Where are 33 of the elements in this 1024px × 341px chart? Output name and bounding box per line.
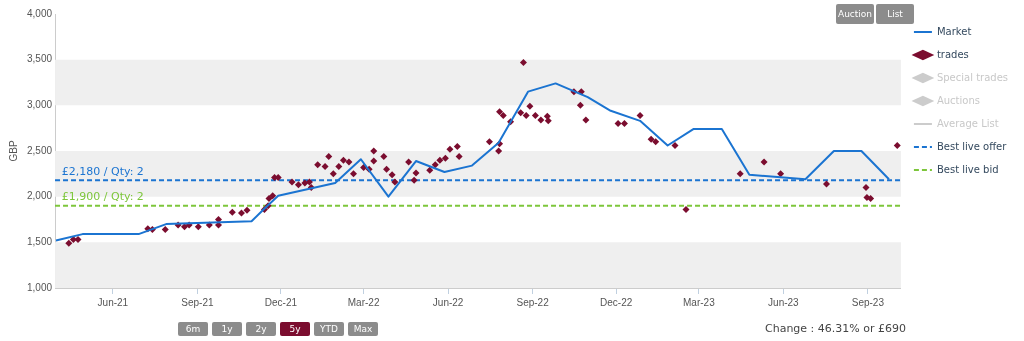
annotation: £1,900 / Qty: 2 bbox=[61, 190, 144, 204]
x-tick-label: Jun-23 bbox=[768, 296, 800, 308]
x-tick-label: Dec-21 bbox=[264, 296, 298, 308]
x-tick-label: Jun-21 bbox=[97, 296, 129, 308]
y-tick-label: 2,500 bbox=[26, 144, 53, 156]
text: Max bbox=[348, 322, 378, 336]
text: 2y bbox=[246, 322, 276, 336]
text: 5y bbox=[280, 322, 310, 336]
y-tick-label: 1,500 bbox=[26, 236, 53, 248]
legend-label: Best live bid bbox=[936, 163, 999, 175]
legend-label: Best live offer bbox=[936, 140, 1008, 152]
legend-label: Market bbox=[936, 25, 972, 37]
text: 6m bbox=[178, 322, 208, 336]
y-tick-label: 3,500 bbox=[26, 53, 53, 65]
x-tick-label: Mar-23 bbox=[683, 296, 716, 308]
y-tick-label: 4,000 bbox=[26, 7, 53, 19]
y-tick-label: 3,000 bbox=[26, 99, 53, 111]
text: YTD bbox=[314, 322, 344, 336]
x-tick-label: Dec-22 bbox=[600, 296, 633, 308]
annotation: £2,180 / Qty: 2 bbox=[61, 164, 144, 178]
x-tick-label: Sep-21 bbox=[181, 296, 214, 308]
x-tick-label: Sep-23 bbox=[851, 296, 885, 308]
legend-label: trades bbox=[936, 48, 969, 60]
text: 1y bbox=[212, 322, 242, 336]
x-tick-label: Jun-22 bbox=[432, 296, 464, 308]
y-tick-label: 1,000 bbox=[26, 281, 53, 293]
y-axis-title: GBP bbox=[7, 140, 19, 162]
x-tick-label: Mar-22 bbox=[347, 296, 380, 308]
annotation: Auction bbox=[836, 4, 874, 24]
text: Change : 46.31% or £690 bbox=[765, 322, 906, 335]
x-tick-label: Sep-22 bbox=[516, 296, 550, 308]
y-tick-label: 2,000 bbox=[26, 190, 53, 202]
annotation: List bbox=[876, 4, 914, 24]
